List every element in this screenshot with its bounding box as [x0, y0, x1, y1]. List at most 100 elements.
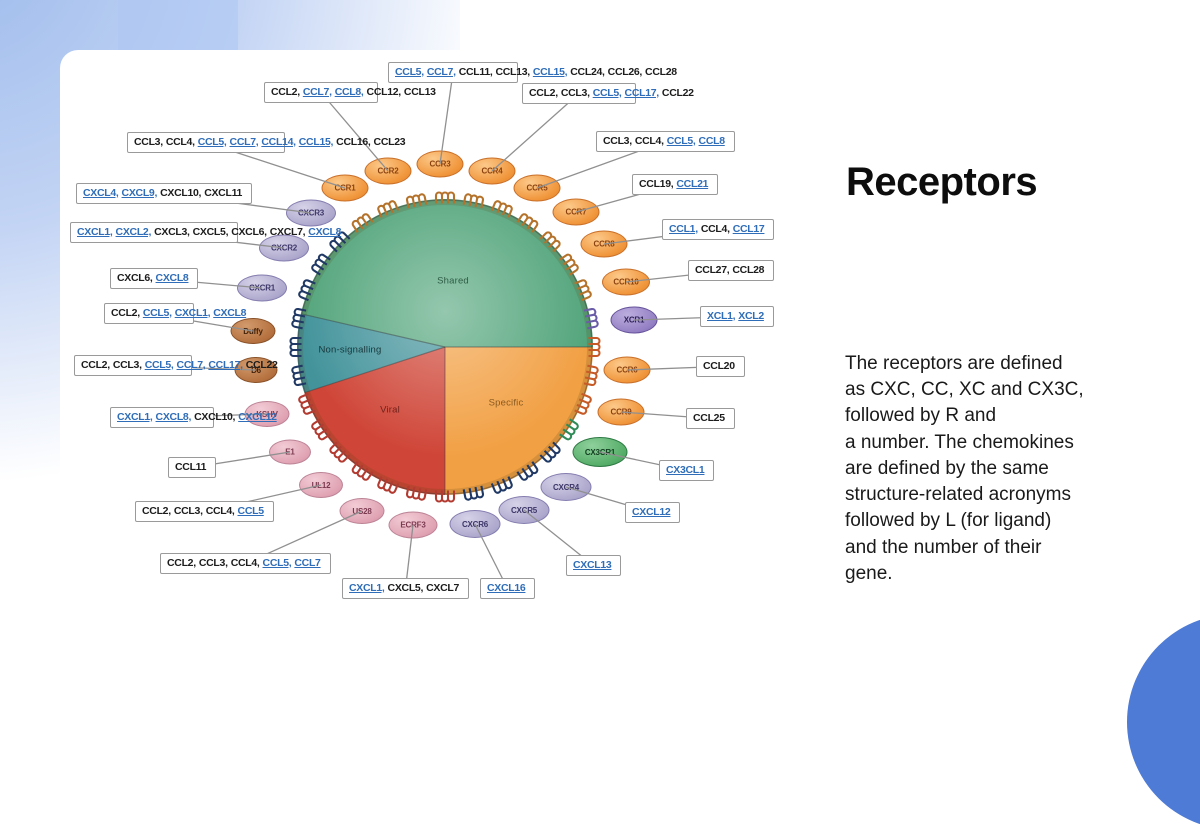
tm-receptor-glyph: [539, 441, 565, 467]
ligand-ccl14: CCL14,: [261, 136, 296, 148]
tm-receptor-glyph: [516, 460, 543, 485]
tm-receptor-glyph: [558, 418, 583, 445]
ligand-ccl7: CCL7,: [176, 359, 206, 371]
tm-receptor-glyph: [374, 196, 400, 219]
ligand-cxcl6: CXCL6,: [231, 226, 267, 238]
ligand-cxcl16: CXCL16: [487, 582, 526, 594]
ligand-cxcl4: CXCL4,: [83, 187, 119, 199]
tm-receptor-glyph: [403, 189, 428, 210]
receptor-label-ul12: UL12: [311, 480, 331, 490]
ligand-cxcl10: CXCL10,: [160, 187, 202, 199]
tm-receptor-glyph: [516, 209, 543, 234]
ligand-ccl25: CCL25: [693, 412, 725, 424]
decor-circle-bottom-right: [1127, 614, 1200, 830]
receptor-ccr1: CCR1: [321, 174, 369, 202]
ligand-box-duffy: CCL2, CCL5, CXCL1, CXCL8: [104, 303, 246, 325]
ligand-box-kshv: CXCL1, CXCL8, CXCL10, CXCL12: [110, 407, 277, 429]
ligand-cxcl6: CXCL6,: [117, 272, 153, 284]
ligand-box-ccr3: CCL5, CCL7, CCL11, CCL13, CCL15, CCL24, CCL26,…: [388, 62, 677, 84]
ligand-xcl1: XCL1,: [707, 310, 736, 322]
ligand-box-xcr1: XCL1, XCL2: [700, 306, 774, 328]
ligand-cxcl10: CXCL10,: [194, 411, 236, 423]
ligand-cxcl9: CXCL9,: [121, 187, 158, 199]
ligand-cxcl7: CXCL7: [426, 582, 460, 594]
ligand-box-cxcr5: CXCL13: [566, 555, 622, 577]
ligand-ccl2: CCL2,: [111, 307, 140, 319]
ligand-ccl17: CCL17,: [624, 87, 660, 99]
ligand-box-ccr4: CCL2, CCL3, CCL5, CCL17, CCL22: [522, 83, 694, 105]
ligand-ccl2: CCL2,: [81, 359, 110, 371]
ligand-ccl2: CCL2,: [271, 86, 300, 98]
receptor-label-d6: D6: [251, 365, 261, 375]
receptor-label-cxcr2: CXCR2: [270, 243, 298, 253]
ligand-box-ccr10: CCL27, CCL28: [688, 260, 775, 282]
tm-receptor-glyph: [307, 250, 332, 277]
ligand-box-ccr1: CCL3, CCL4, CCL5, CCL7, CCL14, CCL15, CCL16, CC…: [127, 132, 406, 154]
tm-receptor-glyph: [490, 475, 516, 497]
ligand-cx3cl1: CX3CL1: [666, 464, 705, 476]
ligand-ccl8: CCL8: [698, 135, 726, 147]
ligand-ccl17: CCL17: [732, 223, 765, 235]
ligand-cxcl2: CXCL2,: [115, 226, 152, 238]
receptor-label-ccr1: CCR1: [334, 183, 356, 193]
ligand-ccl11: CCL11,: [458, 66, 493, 78]
ligand-box-cxcr3: CXCL4, CXCL9, CXCL10, CXCL11: [76, 183, 253, 205]
ligand-box-ccr9: CCL25: [686, 408, 735, 430]
ligand-ccl1: CCL1,: [669, 223, 698, 235]
ligand-ccl5: CCL5,: [197, 136, 227, 148]
ligand-ccl5: CCL5,: [592, 87, 622, 99]
tm-receptor-glyph: [582, 305, 603, 330]
ligand-ccl2: CCL2,: [142, 505, 171, 517]
ligand-box-cxcr1: CXCL6, CXCL8: [110, 268, 199, 290]
wedge-divider-lines: [297, 199, 593, 495]
receptor-cxcr2: CXCR2: [259, 234, 309, 262]
ligand-ccl3: CCL3,: [134, 136, 163, 148]
ligand-box-ccr6: CCL20: [696, 356, 745, 378]
ligand-cxcl5: CXCL5,: [192, 226, 229, 238]
tm-receptor-glyph: [490, 196, 516, 219]
ligand-ccl26: CCL26,: [607, 66, 643, 78]
ligand-ccl5: CCL5,: [144, 359, 174, 371]
ligand-ccl20: CCL20: [703, 360, 735, 372]
receptor-label-duffy: Duffy: [243, 326, 263, 336]
ligand-ccl19: CCL19,: [639, 178, 674, 190]
ligand-ccl28: CCL28: [732, 264, 765, 276]
wedge-label-shared: Shared: [437, 275, 469, 287]
wedge-label-viral: Viral: [380, 404, 400, 416]
ligand-ccl15: CCL15,: [298, 136, 334, 148]
ligand-box-cxcr4: CXCL12: [625, 502, 681, 524]
tm-receptor-glyph: [287, 305, 308, 330]
tm-receptor-glyph: [294, 276, 317, 302]
tm-receptor-glyph: [462, 189, 487, 210]
receptor-label-ecrf3: ECRF3: [400, 521, 425, 530]
ligand-box-ecrf3: CXCL1, CXCL5, CXCL7: [342, 578, 470, 600]
tm-receptor-glyph: [325, 441, 351, 467]
ligand-ccl4: CCL4,: [634, 135, 664, 147]
ligand-cxcl7: CXCL7,: [269, 226, 306, 238]
tm-receptor-glyph: [587, 336, 604, 358]
chemokine-receptor-diagram: Shared Specific Viral Non-signalling CCR1 CCR…: [60, 50, 785, 612]
tm-receptor-glyph: [573, 392, 595, 418]
receptor-ccr9: CCR9: [597, 398, 645, 426]
ligand-ccl8: CCL8,: [334, 86, 364, 98]
ligand-ccl7: CCL7: [294, 557, 321, 569]
ligand-cxcl8: CXCL8: [213, 307, 247, 319]
tm-receptor-glyph: [539, 227, 565, 253]
ligand-cxcl12: CXCL12: [632, 506, 671, 518]
ligand-ccl22: CCL22: [661, 87, 694, 99]
tm-receptor-glyph: [434, 489, 456, 506]
ligand-cxcl8: CXCL8: [308, 226, 342, 238]
ligand-ccl3: CCL3,: [198, 557, 228, 569]
ligand-ccl12: CCL12,: [366, 86, 402, 98]
ligand-ccl5: CCL5,: [395, 66, 424, 78]
ligand-ccl11: CCL11: [175, 461, 207, 473]
ligand-ccl3: CCL3,: [112, 359, 142, 371]
tm-receptor-glyph: [403, 484, 428, 505]
tm-receptor-glyph: [434, 189, 456, 205]
ligand-ccl16: CCL16,: [336, 136, 371, 148]
ligand-ccl2: CCL2,: [167, 557, 196, 569]
ligand-cxcl1: CXCL1,: [117, 411, 153, 423]
tm-receptor-glyph: [287, 364, 308, 389]
receptor-ccr2: CCR2: [364, 157, 412, 185]
ligand-ccl4: CCL4,: [165, 136, 195, 148]
